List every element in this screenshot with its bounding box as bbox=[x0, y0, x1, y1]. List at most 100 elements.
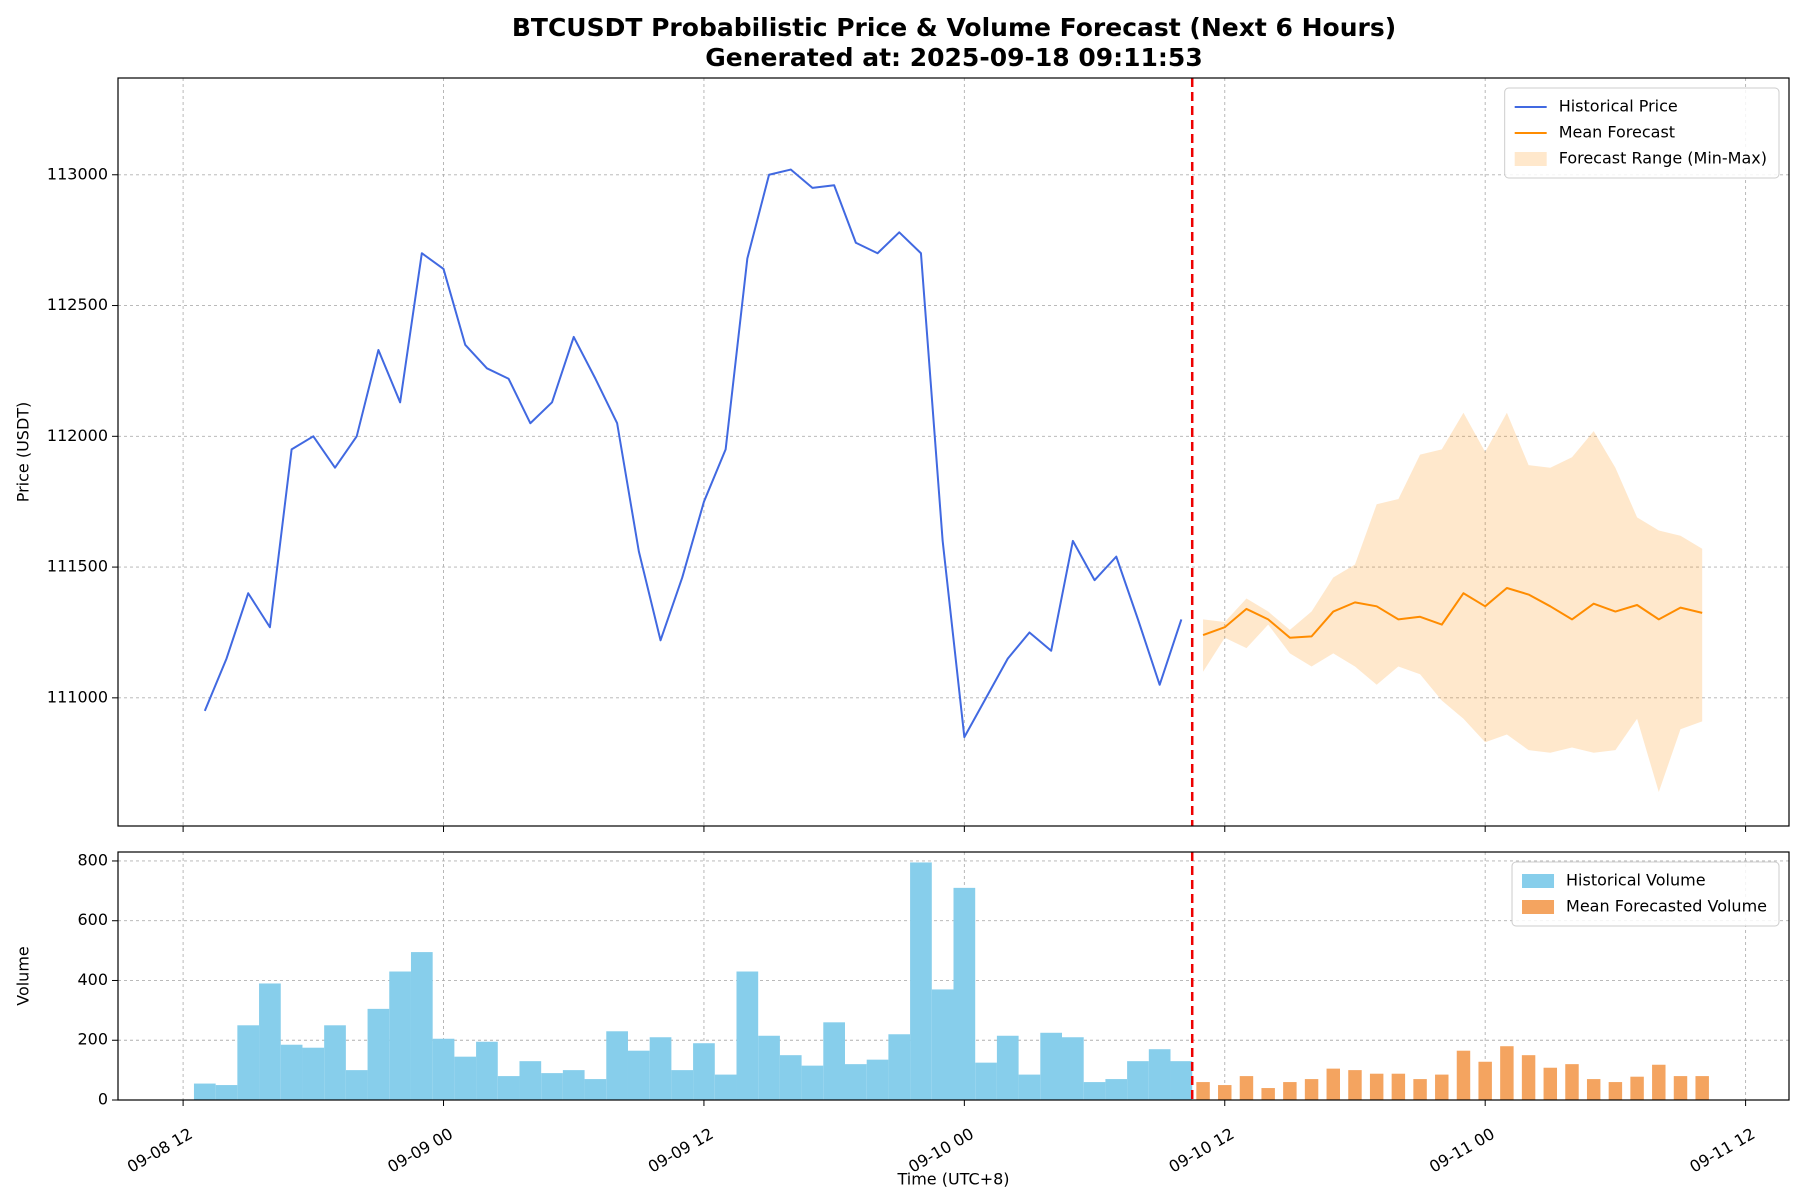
volume-bar bbox=[1652, 1064, 1666, 1100]
panel: 09-08 12 09-09 00 09-09 12 09-10 00 09-10 12… bbox=[14, 850, 1790, 1189]
axes-frame bbox=[117, 851, 1790, 1101]
y-tick-label: 600 bbox=[77, 910, 108, 929]
volume-bar bbox=[1326, 1068, 1341, 1100]
forecast-band bbox=[1203, 412, 1703, 792]
volume-bar bbox=[1586, 1079, 1601, 1100]
volume-bar bbox=[584, 1079, 607, 1100]
volume-bar bbox=[1478, 1061, 1492, 1100]
volume-bar bbox=[953, 887, 976, 1100]
volume-bar bbox=[736, 971, 759, 1100]
legend-label: Forecast Range (Min-Max) bbox=[1559, 149, 1767, 168]
volume-bar bbox=[844, 1064, 867, 1100]
volume-bar bbox=[714, 1074, 737, 1100]
volume-bar bbox=[693, 1043, 715, 1100]
volume-bar bbox=[367, 1008, 390, 1100]
y-tick-label: 112000 bbox=[47, 426, 108, 445]
volume-bar bbox=[1695, 1076, 1709, 1100]
volume-bar bbox=[1018, 1074, 1041, 1100]
volume-bar bbox=[1565, 1064, 1579, 1100]
volume-bar bbox=[649, 1037, 672, 1100]
volume-bar bbox=[1521, 1055, 1536, 1100]
y-axis-label: Volume bbox=[14, 946, 33, 1006]
volume-bar bbox=[866, 1059, 889, 1100]
volume-bar bbox=[931, 989, 954, 1100]
volume-bar bbox=[324, 1025, 346, 1100]
volume-bar bbox=[1435, 1074, 1449, 1100]
volume-bar bbox=[1218, 1085, 1232, 1100]
volume-bar bbox=[1148, 1049, 1171, 1100]
volume-bar bbox=[410, 952, 433, 1100]
y-axis-label: Price (USDT) bbox=[14, 402, 33, 503]
volume-bar bbox=[1170, 1061, 1193, 1100]
legend-swatch bbox=[1522, 874, 1555, 888]
volume-bar bbox=[888, 1034, 911, 1100]
legend-box bbox=[1511, 861, 1780, 927]
y-tick-label: 800 bbox=[77, 850, 108, 869]
volume-bar bbox=[237, 1025, 260, 1100]
volume-bar bbox=[1630, 1076, 1644, 1100]
volume-bar bbox=[1391, 1073, 1406, 1100]
legend: Historical Price Mean Forecast Forecast Ra… bbox=[1504, 87, 1780, 179]
price-line bbox=[203, 168, 1183, 739]
y-tick-label: 112500 bbox=[47, 295, 108, 314]
volume-bar bbox=[996, 1035, 1019, 1100]
legend-swatch bbox=[1522, 900, 1555, 914]
volume-bar bbox=[758, 1035, 780, 1100]
volume-bar bbox=[497, 1076, 520, 1100]
panel: 111000 111500 112000 112500 113000 Price (USD… bbox=[14, 77, 1790, 832]
legend-swatch bbox=[1514, 152, 1547, 166]
volume-bar bbox=[1105, 1079, 1128, 1100]
volume-bar bbox=[1608, 1082, 1623, 1100]
volume-bar bbox=[1456, 1050, 1471, 1100]
volume-bar bbox=[1196, 1082, 1210, 1100]
volume-bar bbox=[910, 862, 932, 1100]
volume-bar bbox=[389, 971, 411, 1100]
volume-bar bbox=[1673, 1076, 1688, 1100]
price-line bbox=[1202, 587, 1703, 639]
legend-label: Historical Price bbox=[1559, 97, 1678, 116]
x-axis-label: Time (UTC+8) bbox=[896, 1170, 1009, 1189]
volume-bar bbox=[627, 1050, 650, 1100]
y-tick-label: 113000 bbox=[47, 164, 108, 183]
legend-label: Mean Forecasted Volume bbox=[1566, 897, 1767, 916]
y-tick-label: 111000 bbox=[47, 687, 108, 706]
volume-bar bbox=[454, 1056, 477, 1100]
volume-bar bbox=[476, 1041, 498, 1100]
volume-bar bbox=[259, 983, 281, 1100]
y-tick-label: 200 bbox=[77, 1030, 108, 1049]
volume-bar bbox=[1304, 1079, 1319, 1100]
axes-frame bbox=[117, 77, 1790, 827]
volume-bar bbox=[975, 1062, 997, 1100]
volume-bar bbox=[1040, 1032, 1063, 1100]
volume-bar bbox=[519, 1061, 542, 1100]
volume-bar bbox=[215, 1085, 238, 1100]
volume-bar bbox=[345, 1070, 368, 1100]
volume-bar bbox=[671, 1070, 694, 1100]
volume-bar bbox=[1413, 1079, 1427, 1100]
volume-bar bbox=[562, 1070, 585, 1100]
y-tick-label: 111500 bbox=[47, 557, 108, 576]
volume-bar bbox=[1261, 1088, 1275, 1100]
volume-bar bbox=[541, 1073, 563, 1100]
volume-bar bbox=[779, 1055, 802, 1100]
volume-bar bbox=[302, 1047, 325, 1100]
volume-bar bbox=[1062, 1037, 1084, 1100]
volume-bar bbox=[801, 1065, 824, 1100]
volume-bar bbox=[1239, 1076, 1254, 1100]
volume-bar bbox=[1283, 1082, 1297, 1100]
volume-bar bbox=[823, 1022, 845, 1100]
legend: Historical Volume Mean Forecasted Volume bbox=[1511, 861, 1780, 927]
chart-title: BTCUSDT Probabilistic Price & Volume For… bbox=[512, 13, 1396, 42]
volume-bar bbox=[1369, 1073, 1384, 1100]
volume-bar bbox=[1500, 1046, 1514, 1100]
volume-bar bbox=[193, 1083, 216, 1100]
volume-bar bbox=[280, 1044, 303, 1100]
volume-bar bbox=[1083, 1082, 1106, 1100]
chart-subtitle: Generated at: 2025-09-18 09:11:53 bbox=[705, 43, 1202, 72]
legend-label: Historical Volume bbox=[1566, 871, 1706, 890]
volume-bar bbox=[1127, 1061, 1149, 1100]
legend-box bbox=[1504, 87, 1780, 179]
volume-bar bbox=[1543, 1067, 1558, 1100]
volume-bar bbox=[606, 1031, 628, 1100]
